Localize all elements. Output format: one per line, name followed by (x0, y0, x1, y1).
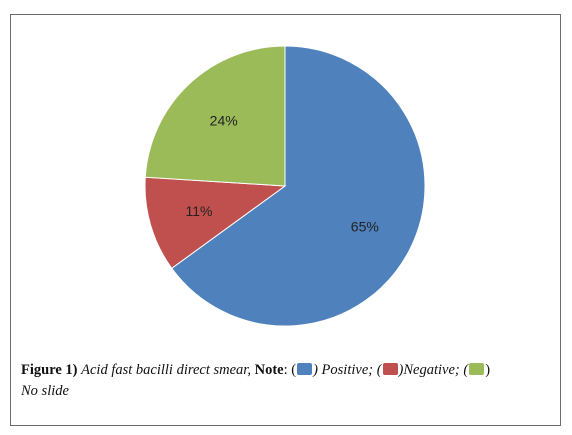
legend-label-no-slide: No slide (21, 383, 69, 399)
slice-label-no-slide: 24% (210, 113, 238, 129)
slice-label-positive: 65% (351, 219, 379, 235)
pie-slice-negative (144, 176, 287, 269)
open-paren: ( (291, 362, 297, 378)
legend-label-positive: ) Positive; ( (313, 362, 382, 378)
legend-swatch-positive (297, 363, 313, 375)
note-colon: : (283, 362, 288, 378)
slice-label-negative: 11% (186, 203, 213, 219)
legend-swatch-negative (382, 363, 398, 375)
figure-title: Acid fast bacilli direct smear, (81, 362, 251, 378)
pie-chart-svg: 65% 11% 24% (144, 45, 426, 327)
figure-label: Figure 1) (21, 362, 78, 378)
note-label: Note (254, 362, 284, 378)
pie-slice-positive (171, 45, 426, 327)
figure-caption: Figure 1) Acid fast bacilli direct smear… (21, 360, 551, 402)
legend-label-negative: )Negative; ( (398, 362, 469, 378)
pie-chart: 65% 11% 24% (11, 15, 562, 355)
figure-frame: 65% 11% 24% Figure 1) Acid fast bacilli di… (10, 14, 561, 426)
close-paren: ) (485, 362, 491, 378)
legend-swatch-no-slide (469, 363, 485, 375)
pie-slice-no-slide (144, 45, 286, 187)
